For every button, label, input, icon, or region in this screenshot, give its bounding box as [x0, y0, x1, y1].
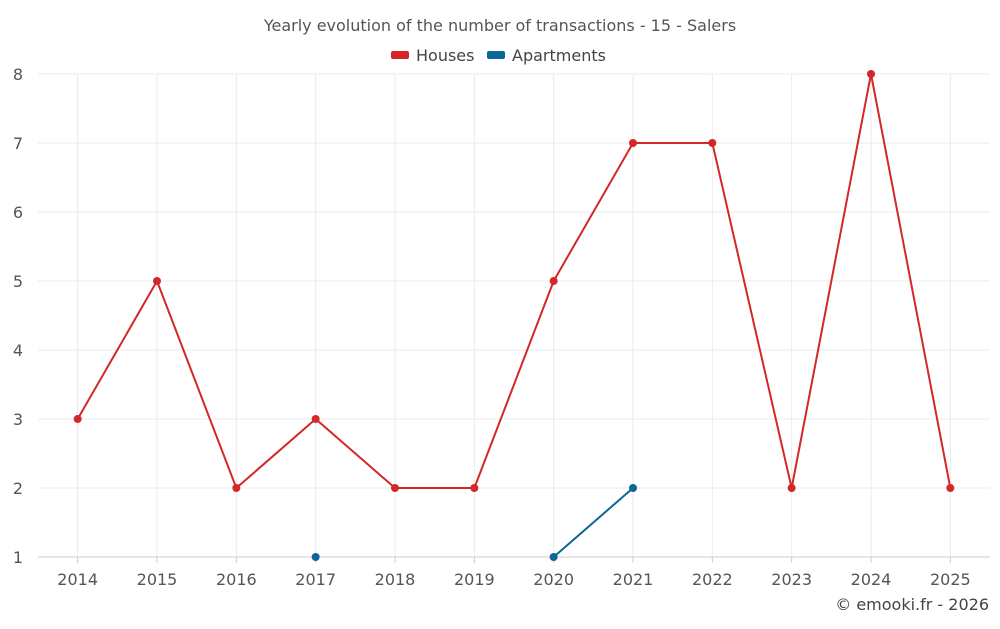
grid [38, 73, 990, 557]
data-point-houses[interactable] [787, 484, 796, 492]
x-tick-label: 2023 [771, 570, 812, 589]
series-line-segment-houses [76, 280, 158, 420]
series-line-segment-houses [156, 280, 238, 489]
data-point-houses[interactable] [391, 484, 399, 492]
x-tick-label: 2020 [533, 570, 574, 589]
series-line-segment-houses [314, 418, 396, 489]
x-tick-label: 2019 [454, 570, 495, 589]
data-point-houses[interactable] [153, 277, 161, 285]
data-point-houses[interactable] [470, 484, 479, 492]
data-point-houses[interactable] [867, 70, 875, 78]
series-line-segment-apartments [552, 487, 634, 558]
y-tick-label: 2 [13, 479, 23, 498]
legend-swatch-houses [391, 51, 409, 59]
x-tick-label: 2025 [930, 570, 971, 589]
x-tick-label: 2014 [57, 570, 98, 589]
series-line-segment-houses [711, 142, 793, 489]
y-tick-label: 4 [13, 341, 23, 360]
legend-label-houses: Houses [416, 46, 474, 65]
y-tick-label: 5 [13, 272, 23, 291]
series-line-segment-houses [870, 73, 952, 489]
data-point-houses[interactable] [946, 484, 955, 492]
data-point-houses[interactable] [232, 484, 241, 492]
data-point-apartments[interactable] [629, 484, 637, 492]
y-tick-label: 3 [13, 410, 23, 429]
chart-title: Yearly evolution of the number of transa… [263, 16, 736, 35]
legend-swatch-apartments [487, 51, 505, 59]
x-tick-label: 2016 [216, 570, 257, 589]
data-point-apartments[interactable] [311, 553, 320, 561]
x-tick-label: 2022 [692, 570, 733, 589]
y-tick-label: 7 [13, 134, 23, 153]
legend-item-houses[interactable]: Houses [391, 46, 474, 65]
data-point-houses[interactable] [311, 415, 320, 423]
data-point-houses[interactable] [708, 139, 717, 147]
legend-label-apartments: Apartments [512, 46, 606, 65]
data-point-houses[interactable] [629, 139, 637, 147]
series-line-segment-houses [235, 418, 317, 489]
x-tick-label: 2021 [613, 570, 654, 589]
legend[interactable]: Houses Apartments [391, 46, 606, 65]
data-point-houses[interactable] [549, 277, 558, 285]
data-point-apartments[interactable] [549, 553, 558, 561]
y-tick-label: 6 [13, 203, 23, 222]
data-point-houses[interactable] [73, 415, 82, 423]
axes: 1 2 3 4 5 6 7 8 2014 2015 2016 2017 2018 2019 2020 2021… [13, 65, 990, 589]
series-line-segment-houses [552, 142, 634, 282]
legend-item-apartments[interactable]: Apartments [487, 46, 606, 65]
y-tick-label: 8 [13, 65, 23, 84]
credit-text: © emooki.fr - 2026 [835, 595, 989, 614]
x-tick-label: 2015 [137, 570, 178, 589]
x-tick-label: 2017 [295, 570, 336, 589]
x-tick-label: 2024 [851, 570, 892, 589]
series-layer [73, 70, 955, 561]
x-tick-label: 2018 [375, 570, 416, 589]
series-apartments [311, 484, 637, 561]
series-line-segment-houses [790, 73, 872, 489]
y-tick-label: 1 [13, 548, 23, 567]
series-line-segment-houses [473, 280, 555, 489]
series-houses [73, 70, 955, 492]
